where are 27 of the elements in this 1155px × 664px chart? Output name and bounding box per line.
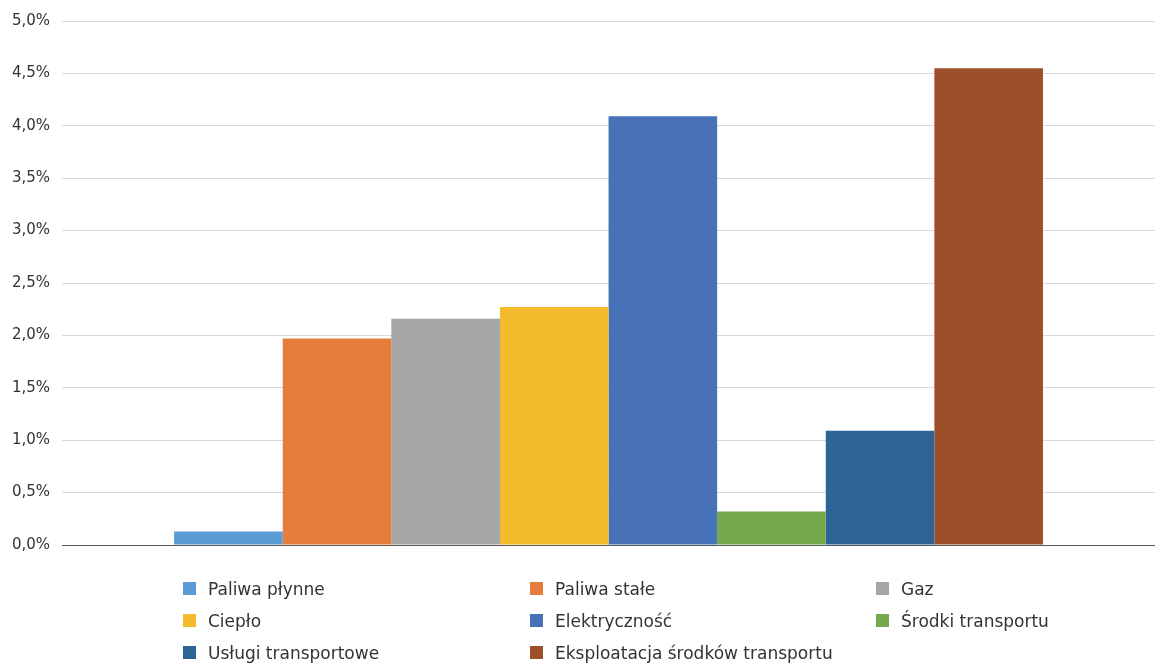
y-tick-label: 2,5%: [12, 272, 51, 291]
legend-label: Ciepło: [208, 610, 262, 631]
bar: [174, 531, 283, 545]
y-tick-label: 3,5%: [12, 168, 51, 187]
y-tick-label: 1,0%: [12, 430, 51, 449]
y-tick-label: 0,0%: [12, 534, 51, 553]
legend-label: Eksploatacja środków transportu: [555, 642, 833, 663]
bar: [282, 338, 392, 545]
y-tick-label: 4,0%: [12, 115, 51, 134]
y-tick-label: 5,0%: [12, 10, 51, 29]
bar: [934, 68, 1043, 545]
bar: [717, 511, 826, 545]
bar: [825, 430, 935, 545]
y-tick-label: 2,0%: [12, 325, 51, 344]
legend-label: Gaz: [901, 578, 934, 599]
bar: [391, 318, 500, 545]
y-tick-label: 3,0%: [12, 220, 51, 239]
legend-label: Elektryczność: [555, 610, 673, 631]
legend-label: Paliwa płynne: [208, 578, 325, 599]
y-tick-label: 1,5%: [12, 377, 51, 396]
y-tick-label: 0,5%: [12, 482, 51, 501]
bar: [499, 307, 609, 545]
y-tick-label: 4,5%: [12, 63, 51, 82]
bar: [608, 116, 718, 545]
legend-label: Środki transportu: [901, 610, 1049, 631]
legend-label: Paliwa stałe: [555, 578, 656, 599]
legend-label: Usługi transportowe: [208, 642, 380, 663]
